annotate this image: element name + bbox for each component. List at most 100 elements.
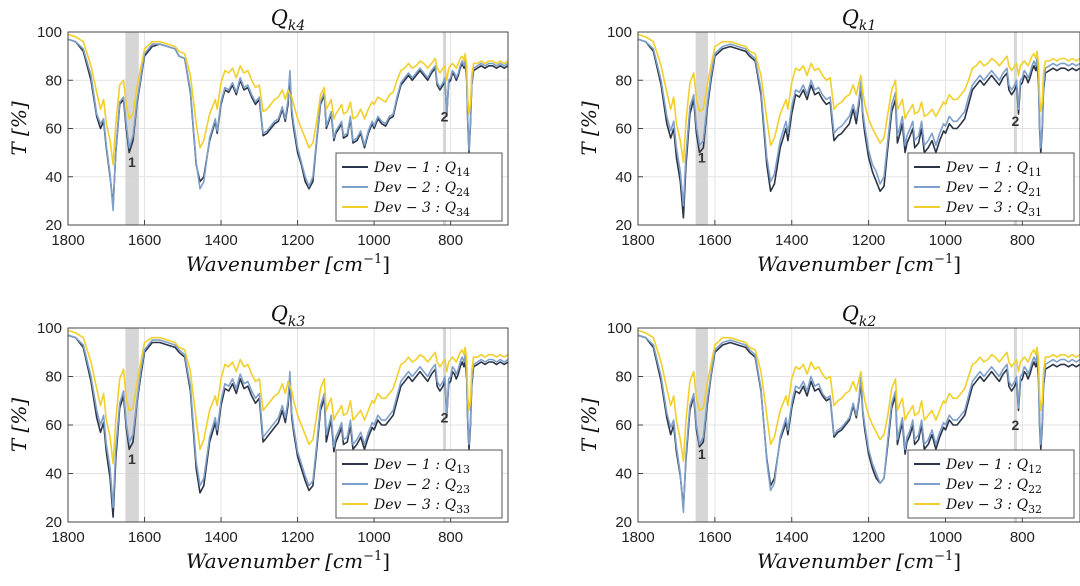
y-tick-label: 100 [607,320,632,337]
x-tick-label: 1400 [204,529,237,546]
series-group [68,329,508,518]
series-line-13 [68,334,508,518]
x-axis-label: Wavenumber [cm−1] [186,252,390,276]
x-tick-label: 1400 [775,232,808,249]
annotation-label-2: 2 [1012,417,1020,433]
series-line-11 [638,38,1080,219]
series-group [68,33,508,212]
x-tick-label: 1600 [128,529,161,546]
series-group [638,329,1080,514]
x-tick-label: 1200 [852,529,885,546]
legend-entry-11: Dev − 1 : Q11 [945,160,1042,179]
y-tick-label: 40 [45,169,62,186]
y-tick-label: 80 [45,369,62,386]
panel-k3: 1 2 1800 1600 1400 1200 1000 800 20 40 60 80 100 Qk3 W… [7,302,509,573]
annotation-band-2 [1013,328,1017,522]
x-tick-label: 1800 [621,232,654,249]
x-tick-label: 1800 [51,232,84,249]
x-axis-label: Wavenumber [cm−1] [757,549,961,573]
series-line-21 [638,38,1080,207]
x-tick-label: 1400 [775,529,808,546]
y-tick-label: 60 [615,121,632,138]
y-tick-label: 40 [45,466,62,483]
legend-entry-31: Dev − 3 : Q31 [945,200,1042,219]
annotation-label-2: 2 [1012,113,1020,129]
y-axis-label: T [%] [7,398,31,453]
legend-entry-33: Dev − 3 : Q33 [373,497,470,516]
annotation-label-1: 1 [698,149,706,165]
legend-entry-14: Dev − 1 : Q14 [373,160,470,179]
legend-entry-24: Dev − 2 : Q24 [373,180,470,199]
y-tick-label: 80 [615,72,632,89]
x-tick-label: 800 [438,529,463,546]
legend-entry-34: Dev − 3 : Q34 [373,200,470,219]
legend-entry-32: Dev − 3 : Q32 [945,497,1042,516]
x-tick-label: 1200 [281,232,314,249]
annotation-band-1 [695,328,708,522]
chart-title: Qk3 [271,302,306,330]
annotation-label-2: 2 [441,410,449,426]
panel-k4: 1 2 1800 1600 1400 1200 1000 800 20 40 60 80 100 Qk4 W… [7,6,509,276]
x-tick-label: 1800 [621,529,654,546]
x-tick-label: 800 [438,232,463,249]
series-group [638,33,1080,219]
series-line-22 [638,334,1080,514]
annotation-band-2 [1013,32,1017,225]
x-tick-label: 1600 [128,232,161,249]
x-tick-label: 1000 [357,529,390,546]
y-tick-label: 40 [615,466,632,483]
chart-title: Qk1 [842,6,877,34]
y-tick-label: 40 [615,169,632,186]
x-axis-label: Wavenumber [cm−1] [757,252,961,276]
legend-entry-21: Dev − 2 : Q21 [945,180,1042,199]
y-tick-label: 20 [45,514,62,531]
y-axis-label: T [%] [577,101,601,156]
annotation-band-1 [695,32,708,225]
x-tick-label: 1000 [929,529,962,546]
y-tick-label: 20 [615,217,632,234]
y-axis-label: T [%] [577,398,601,453]
series-line-33 [68,329,508,465]
chart-title: Qk4 [271,6,306,34]
x-tick-label: 1600 [698,529,731,546]
x-tick-label: 1000 [357,232,390,249]
legend-entry-13: Dev − 1 : Q13 [373,457,470,476]
legend-box [907,152,1075,222]
x-tick-label: 800 [1010,232,1035,249]
series-line-32 [638,329,1080,463]
annotation-label-2: 2 [441,108,449,124]
legend-entry-23: Dev − 2 : Q23 [373,477,470,496]
annotation-band-1 [125,32,139,225]
y-tick-label: 100 [37,24,62,41]
panel-k2: 1 2 1800 1600 1400 1200 1000 800 20 40 60 80 100 Qk2 W… [577,302,1080,573]
annotation-band-1 [125,328,139,522]
x-tick-label: 1400 [204,232,237,249]
annotation-band-2 [442,328,447,522]
annotation-band-2 [442,32,447,225]
y-tick-label: 60 [615,417,632,434]
series-line-34 [68,33,508,166]
series-line-24 [68,38,508,212]
x-tick-label: 1200 [852,232,885,249]
series-line-23 [68,334,508,509]
annotation-label-1: 1 [698,446,706,462]
x-axis-label: Wavenumber [cm−1] [186,549,390,573]
legend-entry-22: Dev − 2 : Q22 [945,477,1042,496]
y-tick-label: 60 [45,417,62,434]
x-tick-label: 800 [1010,529,1035,546]
series-line-12 [638,334,1080,509]
y-tick-label: 20 [615,514,632,531]
x-tick-label: 1000 [929,232,962,249]
y-axis-label: T [%] [7,101,31,156]
chart-title: Qk2 [842,302,877,330]
panel-k1: 1 2 1800 1600 1400 1200 1000 800 20 40 60 80 100 Qk1 W… [577,6,1080,276]
y-tick-label: 20 [45,217,62,234]
x-tick-label: 1600 [698,232,731,249]
annotation-label-1: 1 [128,451,136,467]
